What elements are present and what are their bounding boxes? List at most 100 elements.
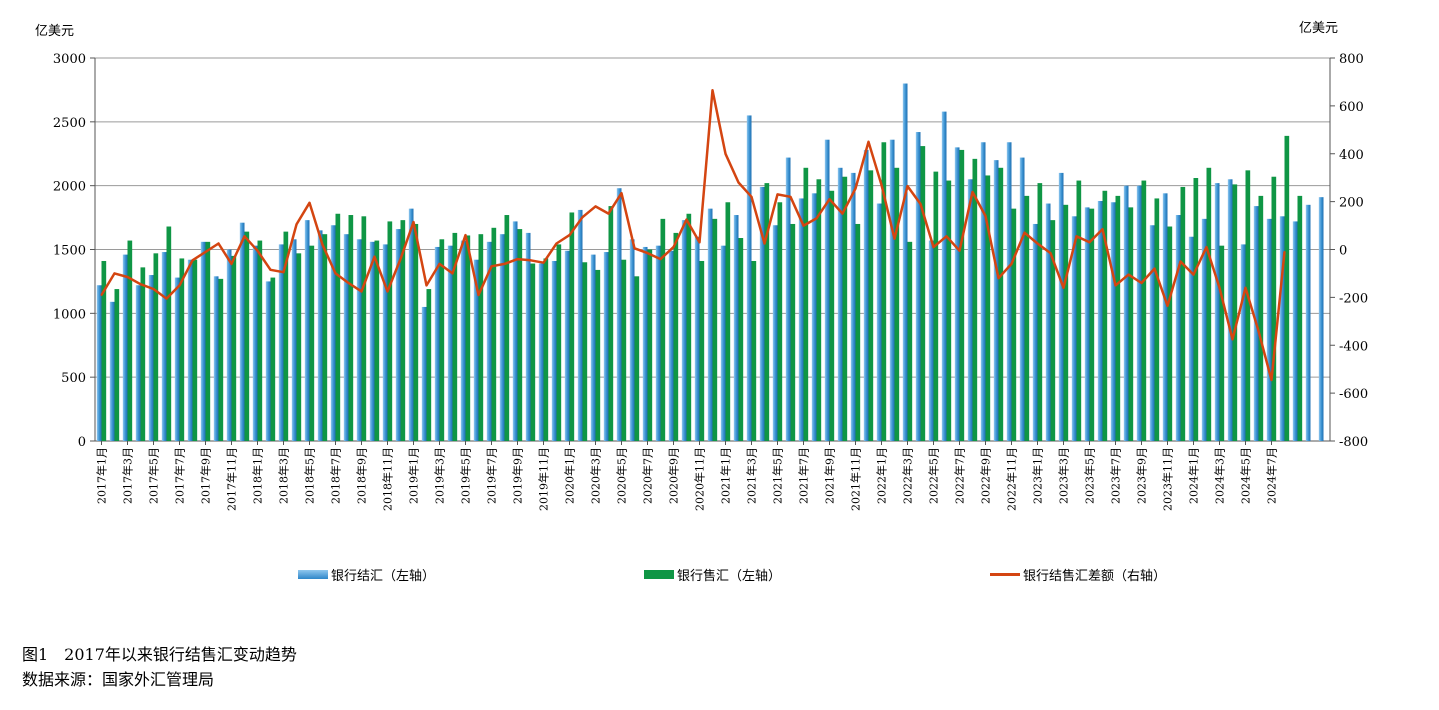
net-point [945,235,948,238]
bar-sell [569,212,575,441]
bar-buy [200,241,206,441]
bar-sell [530,263,536,441]
net-point [1244,286,1247,289]
bar-buy [148,275,154,441]
bar-buy [1084,207,1090,441]
bar-sell [1102,190,1108,441]
bar-sell [1050,220,1056,441]
bar-buy [1279,216,1285,441]
bar-buy [1032,223,1038,441]
x-tick-label: 2023年7月 [1109,447,1123,504]
bar-sell [1232,184,1238,441]
bar-sell [751,260,757,441]
net-line [100,89,1286,382]
bar-sell [660,218,666,441]
bar-sell [1024,195,1030,441]
bar-sell [361,216,367,441]
x-tick-label: 2018年3月 [277,447,291,504]
net-point [789,195,792,198]
net-point [1283,250,1286,253]
net-point [1101,228,1104,231]
x-tick-label: 2019年1月 [407,447,421,504]
bar-buy [629,239,635,441]
net-point [204,250,207,253]
x-tick-label: 2017年7月 [173,447,187,504]
net-point [1088,241,1091,244]
right-tick-label: 600 [1339,100,1364,115]
bar-sell [1141,180,1147,441]
legend-item-buy: 银行结汇（左轴） [298,565,435,584]
bar-buy [187,259,193,441]
bar-sell [777,202,783,441]
x-tick-label: 2023年3月 [1057,447,1071,504]
bar-buy [525,232,531,441]
bar-sell [972,158,978,441]
bar-buy [161,252,167,441]
left-tick-label: 1000 [53,307,86,322]
bar-buy [759,186,765,441]
bar-buy [1188,236,1194,441]
bar-buy [577,209,583,441]
bar-buy [785,157,791,441]
bar-buy [1110,202,1116,441]
net-point [1257,329,1260,332]
bar-sell [452,232,458,441]
x-tick-label: 2022年7月 [953,447,967,504]
x-tick-label: 2023年9月 [1135,447,1149,504]
net-point [217,242,220,245]
bar-buy [174,277,180,441]
net-point [802,224,805,227]
bar-buy [486,241,492,441]
net-point [516,258,519,261]
bar-sell [140,267,146,441]
bar-buy [1071,216,1077,441]
net-point [100,293,103,296]
bar-sell [101,260,107,441]
bar-sell [504,215,510,441]
legend-label-net: 银行结售汇差额（右轴） [1023,569,1167,584]
net-point [373,255,376,258]
bar-buy [681,220,687,441]
bar-buy [798,198,804,441]
bar-buy [226,249,232,441]
x-tick-label: 2023年11月 [1161,447,1175,511]
left-tick-label: 3000 [53,52,86,67]
bar-buy [460,240,466,441]
bar-sell [517,229,523,441]
x-tick-label: 2020年11月 [693,447,707,511]
bar-sell [1258,195,1264,441]
bar-buy [876,203,882,441]
bar-buy [551,260,557,441]
bar-sell [907,241,913,441]
bar-sell [179,258,185,441]
bar-buy [304,220,310,441]
net-point [1205,246,1208,249]
bar-sell [998,167,1004,441]
bar-sell [127,240,133,441]
net-point [113,272,116,275]
net-point [1049,252,1052,255]
bar-buy [1058,172,1064,441]
bar-sell [309,245,315,441]
bar-sell [764,183,770,441]
bar-buy [954,147,960,441]
net-point [451,272,454,275]
net-point [854,187,857,190]
bar-buy [96,285,102,441]
bar-buy [512,221,518,441]
bar-sell [153,253,159,441]
bar-sell [868,170,874,441]
bar-sell [491,227,497,441]
bar-sell [1180,186,1186,441]
bar-sell [283,231,289,441]
net-point [1036,242,1039,245]
bar-sell [1115,195,1121,441]
net-point [1231,338,1234,341]
x-tick-label: 2024年1月 [1187,447,1201,504]
net-point [919,203,922,206]
net-point [1062,286,1065,289]
legend-swatch-buy [298,570,328,579]
bar-buy [278,244,284,441]
figure-caption: 图1 2017年以来银行结售汇变动趋势 [22,645,297,664]
x-tick-label: 2018年9月 [355,447,369,504]
